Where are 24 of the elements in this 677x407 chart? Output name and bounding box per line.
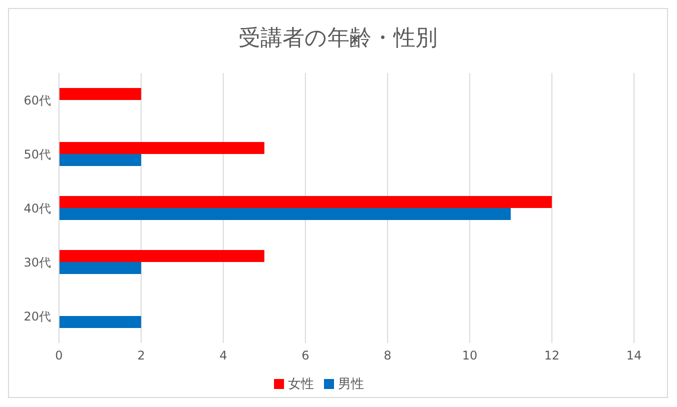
bar xyxy=(59,262,142,274)
bar xyxy=(59,88,142,100)
x-tick-label: 4 xyxy=(219,348,228,363)
legend-label: 女性 xyxy=(288,377,314,392)
x-tick-label: 8 xyxy=(384,348,392,363)
legend-label: 男性 xyxy=(338,377,364,392)
bar xyxy=(59,196,552,208)
y-tick-label: 60代 xyxy=(24,93,51,108)
y-tick-label: 30代 xyxy=(24,255,51,270)
y-tick-label: 40代 xyxy=(24,201,51,216)
bar xyxy=(59,316,142,328)
x-tick-label: 10 xyxy=(462,348,478,363)
bar xyxy=(59,208,511,220)
x-tick-label: 6 xyxy=(302,348,310,363)
bar xyxy=(59,250,264,262)
chart-title: 受講者の年齢・性別 xyxy=(238,25,438,53)
y-tick-label: 20代 xyxy=(24,309,51,324)
x-tick-label: 0 xyxy=(55,348,63,363)
x-tick-label: 12 xyxy=(544,348,560,363)
x-tick-label: 2 xyxy=(137,348,145,363)
y-tick-label: 50代 xyxy=(24,147,51,162)
bar xyxy=(59,142,264,154)
x-tick-label: 14 xyxy=(626,348,642,363)
bar xyxy=(59,154,142,166)
